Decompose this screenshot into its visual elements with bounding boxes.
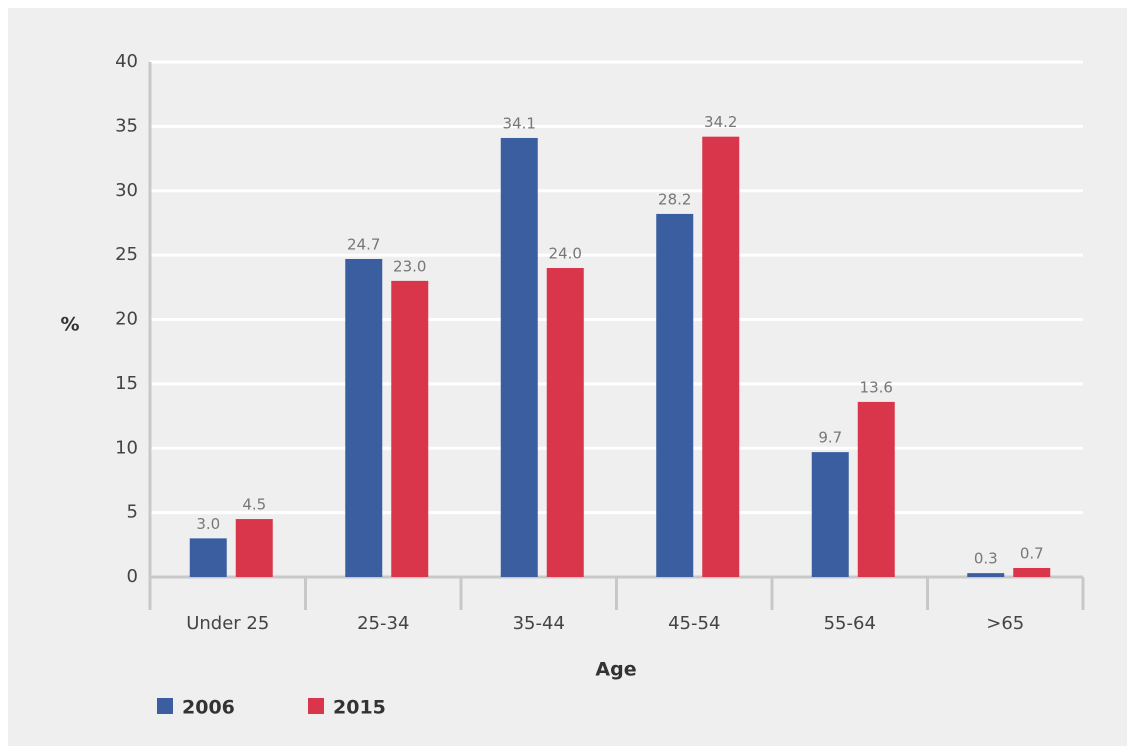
legend-label: 2015 [333, 697, 386, 719]
x-axis-label: Age [595, 659, 636, 681]
value-label: 24.7 [347, 235, 380, 253]
value-label: 23.0 [393, 257, 426, 275]
bar [702, 136, 740, 578]
x-tick-label: 35-44 [513, 613, 565, 634]
legend-swatch [308, 698, 324, 714]
x-tick-label: 55-64 [824, 613, 876, 634]
y-tick-label: 30 [115, 180, 138, 201]
bar [500, 137, 538, 577]
y-tick-label: 10 [115, 437, 138, 458]
value-label: 0.3 [974, 550, 998, 568]
y-tick-label: 0 [127, 566, 138, 587]
value-label: 4.5 [242, 496, 266, 514]
bar [656, 213, 694, 578]
x-tick-label: >65 [986, 613, 1024, 634]
bar [235, 519, 273, 577]
bar [811, 452, 849, 577]
y-tick-label: 35 [115, 115, 138, 136]
value-label: 3.0 [196, 515, 220, 533]
y-tick-label: 40 [115, 51, 138, 72]
value-label: 34.2 [704, 113, 737, 131]
value-label: 0.7 [1020, 544, 1044, 562]
y-tick-label: 25 [115, 244, 138, 265]
y-tick-label: 20 [115, 309, 138, 330]
value-label: 13.6 [860, 378, 893, 396]
bar [189, 538, 227, 577]
bar [345, 258, 383, 577]
legend-swatch [157, 698, 173, 714]
bar [857, 401, 895, 577]
bar [546, 268, 584, 577]
bar [1013, 567, 1051, 577]
legend-label: 2006 [182, 697, 235, 719]
y-axis-label: % [60, 314, 79, 336]
x-tick-label: 25-34 [357, 613, 409, 634]
value-label: 28.2 [658, 190, 691, 208]
value-label: 34.1 [503, 114, 536, 132]
y-tick-label: 5 [127, 502, 138, 523]
x-tick-label: Under 25 [186, 613, 269, 634]
bar [391, 280, 429, 577]
value-label: 9.7 [818, 429, 842, 447]
value-label: 24.0 [549, 245, 582, 263]
bar [967, 573, 1005, 577]
y-tick-label: 15 [115, 373, 138, 394]
x-tick-label: 45-54 [668, 613, 720, 634]
